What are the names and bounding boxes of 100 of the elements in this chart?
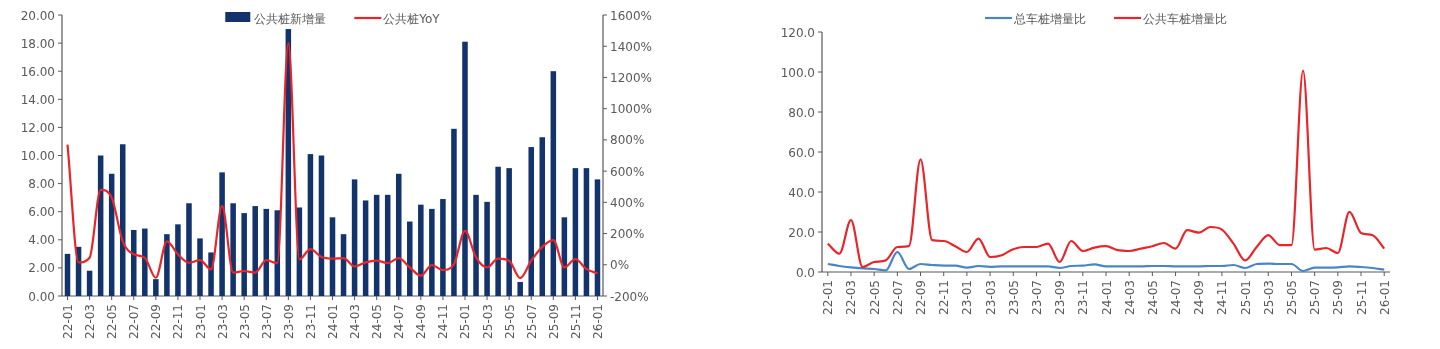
bar [517, 281, 523, 296]
bar [142, 228, 148, 296]
x-tick-label: 23-01 [960, 280, 975, 315]
legend-label: 公共桩新增量 [254, 12, 327, 26]
y-tick-label: 2.00 [28, 261, 55, 276]
y2-tick-label: -200% [610, 289, 649, 304]
x-tick-label: 24-11 [1215, 280, 1230, 315]
x-tick-label: 23-05 [1006, 280, 1021, 315]
x-tick-label: 24-11 [436, 304, 451, 339]
x-tick-label: 22-11 [937, 280, 952, 315]
y-tick-label: 16.00 [20, 64, 55, 79]
x-tick-label: 24-03 [1122, 280, 1137, 315]
x-tick-label: 25-05 [502, 304, 517, 339]
x-tick-label: 25-11 [568, 304, 583, 339]
x-tick-label: 25-05 [1284, 280, 1299, 315]
y2-tick-label: 600% [610, 164, 645, 179]
x-tick-label: 26-01 [590, 304, 605, 339]
bar [164, 234, 170, 296]
x-tick-label: 22-05 [867, 280, 882, 315]
y-tick-label: 14.00 [20, 92, 55, 107]
bar [186, 203, 192, 296]
x-tick-label: 24-07 [1169, 280, 1184, 315]
y-tick-label: 20.00 [20, 8, 55, 23]
x-tick-label: 22-09 [914, 280, 929, 315]
x-tick-label: 25-03 [480, 304, 495, 339]
legend-label: 公共桩YoY [383, 12, 441, 26]
y-tick-label: 6.00 [28, 205, 55, 220]
x-tick-label: 24-01 [326, 304, 340, 339]
bar [395, 173, 402, 296]
x-tick-label: 24-09 [414, 304, 429, 339]
x-tick-label: 22-03 [83, 304, 98, 339]
bar [429, 208, 435, 296]
line-series [66, 42, 599, 280]
bar [484, 201, 490, 296]
x-tick-label: 22-01 [61, 304, 76, 339]
y-tick-label: 60.0 [788, 145, 815, 160]
x-tick-label: 25-03 [1261, 280, 1276, 315]
x-tick-label: 22-11 [171, 304, 186, 339]
y2-tick-label: 800% [610, 133, 645, 148]
y-tick-label: 4.00 [28, 233, 55, 248]
x-tick-label: 25-09 [1331, 280, 1346, 315]
x-tick-label: 24-01 [1099, 280, 1114, 315]
bar [440, 199, 446, 296]
bar [64, 253, 71, 296]
bar [506, 168, 512, 296]
x-tick-label: 24-09 [1192, 280, 1207, 315]
y-tick-label: 80.0 [788, 105, 815, 120]
x-tick-label: 24-07 [392, 304, 407, 339]
y-tick-label: 100.0 [780, 65, 815, 80]
x-tick-label: 22-05 [105, 304, 120, 339]
y2-tick-label: 1600% [610, 8, 652, 23]
x-tick-label: 25-09 [546, 304, 561, 339]
bar [495, 166, 501, 296]
legend-label: 公共车桩增量比 [1143, 12, 1227, 26]
x-tick-label: 23-11 [303, 304, 318, 339]
y-tick-label: 0.0 [795, 265, 815, 280]
y2-tick-label: 200% [610, 227, 645, 242]
x-tick-label: 23-01 [193, 304, 208, 339]
x-tick-label: 25-11 [1354, 280, 1369, 315]
y2-tick-label: 1400% [610, 39, 652, 54]
bar [407, 221, 413, 296]
x-tick-label: 24-05 [1145, 280, 1160, 315]
y2-tick-label: 400% [610, 195, 645, 210]
x-tick-label: 23-03 [215, 304, 230, 339]
y2-tick-label: 1200% [610, 70, 652, 85]
bar [451, 128, 457, 296]
y-tick-label: 120.0 [780, 25, 815, 40]
y-tick-label: 18.00 [20, 36, 55, 51]
bar [462, 41, 468, 296]
x-tick-label: 24-03 [348, 304, 363, 339]
x-tick-label: 22-01 [821, 280, 836, 315]
x-tick-label: 23-09 [1053, 280, 1068, 315]
y-tick-label: 0.00 [28, 289, 55, 304]
bar [241, 213, 247, 296]
x-tick-label: 23-09 [281, 304, 296, 339]
x-tick-label: 25-07 [524, 304, 539, 339]
bar [175, 224, 181, 296]
x-tick-label: 22-07 [890, 280, 905, 315]
y2-tick-label: 1000% [610, 102, 652, 117]
bar [153, 279, 159, 296]
y-tick-label: 20.0 [788, 225, 815, 240]
x-tick-label: 26-01 [1377, 280, 1392, 315]
legend-label: 总车桩增量比 [1013, 12, 1086, 26]
bar [263, 208, 270, 296]
bar [418, 204, 424, 296]
x-tick-label: 22-09 [149, 304, 164, 339]
x-tick-label: 23-05 [237, 304, 252, 339]
bar [473, 194, 479, 296]
y-tick-label: 12.00 [20, 120, 55, 135]
y-tick-label: 10.00 [20, 149, 55, 163]
x-tick-label: 25-07 [1308, 280, 1323, 315]
bar [131, 229, 137, 296]
line-series [826, 250, 1386, 273]
y2-tick-label: 0% [610, 258, 630, 273]
x-tick-label: 23-11 [1076, 280, 1091, 315]
bar [252, 206, 258, 296]
bar [528, 147, 534, 296]
line-series [826, 69, 1386, 269]
y-tick-label: 8.00 [28, 177, 55, 192]
x-tick-label: 23-07 [1029, 280, 1044, 315]
